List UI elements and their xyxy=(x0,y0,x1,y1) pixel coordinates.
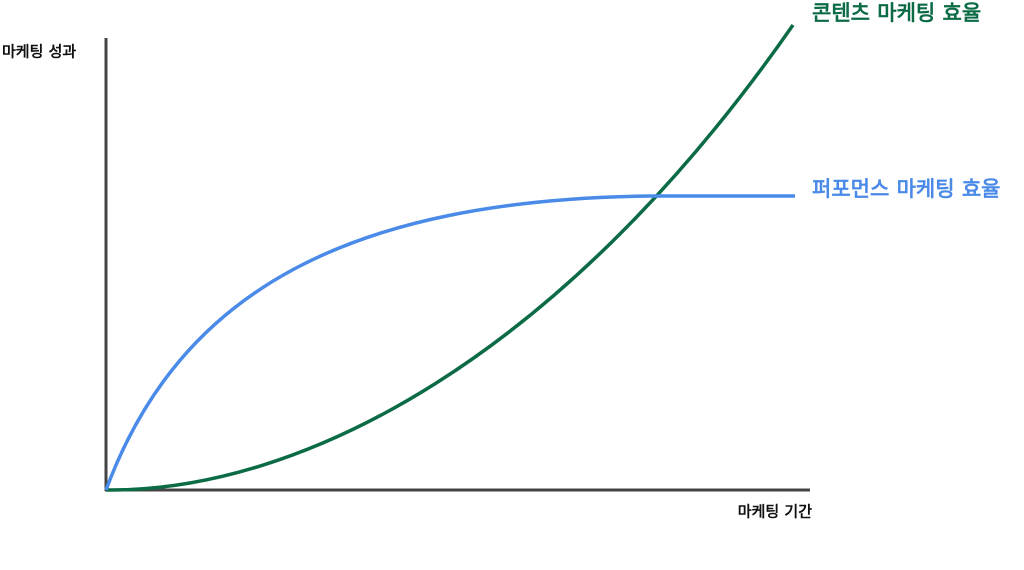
curve-label: 콘텐츠 마케팅 효율 xyxy=(812,1,981,25)
performance-curve xyxy=(104,194,795,491)
y-axis-label: 마케팅 성과 xyxy=(2,43,76,61)
curve-label: 퍼포먼스 마케팅 효율 xyxy=(812,177,1001,201)
x-axis-label: 마케팅 기간 xyxy=(738,503,812,521)
content-curve xyxy=(105,24,795,492)
